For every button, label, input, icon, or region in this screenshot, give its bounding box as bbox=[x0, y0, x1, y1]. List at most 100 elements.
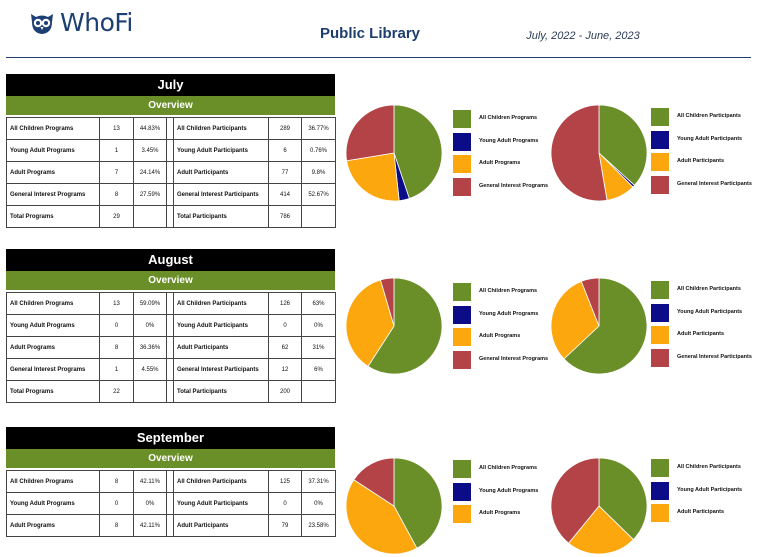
table-row: Young Adult Programs 1 3.45% Young Adult… bbox=[6, 139, 336, 162]
program-count: 8 bbox=[99, 514, 134, 537]
legend-swatch bbox=[453, 505, 471, 523]
legend-children: All Children Programs bbox=[453, 460, 583, 478]
participant-percent: 0% bbox=[301, 492, 336, 515]
legend-label: Young Adult Participants bbox=[677, 486, 743, 493]
overview-heading: Overview bbox=[6, 449, 335, 468]
slice-general-interest bbox=[550, 104, 608, 202]
participant-label: Adult Participants bbox=[173, 336, 269, 359]
legend-children: All Children Programs bbox=[453, 110, 583, 128]
table-row: Adult Programs 8 42.11% Adult Participan… bbox=[6, 514, 336, 537]
legend-label: Young Adult Programs bbox=[479, 137, 539, 144]
month-title: July bbox=[6, 74, 335, 96]
program-count: 0 bbox=[99, 492, 134, 515]
legend-adult: Adult Participants bbox=[651, 153, 768, 171]
participant-label: General Interest Participants bbox=[173, 358, 269, 381]
legend-general-interest: General Interest Programs bbox=[453, 177, 583, 196]
legend-young-adult: Young Adult Programs bbox=[453, 132, 583, 151]
legend-young-adult: Young Adult Participants bbox=[651, 130, 768, 149]
participants-pie-chart bbox=[550, 104, 648, 202]
legend-label: Adult Programs bbox=[479, 510, 521, 516]
table-row-total: Total Programs 29 Total Participants 786 bbox=[6, 205, 336, 228]
legend-swatch bbox=[453, 132, 471, 151]
program-label: Adult Programs bbox=[6, 336, 100, 359]
legend-adult: Adult Programs bbox=[453, 328, 583, 346]
legend-swatch bbox=[651, 481, 669, 500]
date-range: July, 2022 - June, 2023 bbox=[526, 30, 640, 42]
participant-percent: 63% bbox=[301, 292, 336, 315]
participant-label: Adult Participants bbox=[173, 514, 269, 537]
total-participants-value: 200 bbox=[268, 380, 302, 403]
participant-percent: 52.67% bbox=[301, 183, 336, 206]
legend-young-adult: Young Adult Participants bbox=[651, 303, 768, 322]
legend-children: All Children Participants bbox=[651, 459, 768, 477]
program-count: 13 bbox=[99, 117, 134, 140]
participant-count: 0 bbox=[268, 314, 302, 337]
legend-swatch bbox=[453, 305, 471, 324]
legend-children: All Children Participants bbox=[651, 281, 768, 299]
program-percent: 24.14% bbox=[133, 161, 167, 184]
participant-label: Young Adult Participants bbox=[173, 314, 269, 337]
slice-general-interest bbox=[353, 457, 395, 507]
program-count: 0 bbox=[99, 314, 134, 337]
program-percent: 27.59% bbox=[133, 183, 167, 206]
total-participants-label: Total Participants bbox=[173, 205, 269, 228]
total-participants-label: Total Participants bbox=[173, 380, 269, 403]
legend-swatch bbox=[651, 303, 669, 322]
table-row: All Children Programs 8 42.11% All Child… bbox=[6, 470, 336, 493]
participant-label: Young Adult Participants bbox=[173, 139, 269, 162]
legend-swatch bbox=[453, 328, 471, 346]
slice-adult bbox=[345, 279, 395, 367]
program-count: 13 bbox=[99, 292, 134, 315]
participant-count: 79 bbox=[268, 514, 302, 537]
slice-children bbox=[563, 277, 648, 375]
legend-swatch bbox=[453, 155, 471, 173]
legend-swatch bbox=[453, 177, 471, 196]
legend-label: Young Adult Participants bbox=[677, 308, 743, 315]
legend-swatch bbox=[453, 283, 471, 301]
program-percent: 36.36% bbox=[133, 336, 167, 359]
program-percent: 4.55% bbox=[133, 358, 167, 381]
program-label: Young Adult Programs bbox=[6, 314, 100, 337]
slice-general-interest bbox=[345, 104, 395, 162]
slice-children bbox=[367, 277, 443, 375]
participant-label: All Children Participants bbox=[173, 117, 269, 140]
legend-young-adult: Young Adult Programs bbox=[453, 482, 583, 501]
legend-swatch bbox=[651, 153, 669, 171]
participant-percent: 9.8% bbox=[301, 161, 336, 184]
legend-label: Adult Programs bbox=[479, 160, 521, 166]
legend-label: Adult Participants bbox=[677, 158, 725, 164]
program-label: Young Adult Programs bbox=[6, 492, 100, 515]
legend-label: All Children Programs bbox=[479, 465, 538, 471]
legend-swatch bbox=[651, 459, 669, 477]
total-programs-value: 22 bbox=[99, 380, 134, 403]
programs-pie-chart bbox=[345, 457, 443, 555]
program-percent: 3.45% bbox=[133, 139, 167, 162]
participant-label: All Children Participants bbox=[173, 292, 269, 315]
programs-pie-chart bbox=[345, 104, 443, 202]
table-row: Adult Programs 7 24.14% Adult Participan… bbox=[6, 161, 336, 184]
program-count: 8 bbox=[99, 470, 134, 493]
table-row: General Interest Programs 1 4.55% Genera… bbox=[6, 358, 336, 381]
participant-label: Young Adult Participants bbox=[173, 492, 269, 515]
stats-table: All Children Programs 13 59.09% All Chil… bbox=[6, 292, 336, 403]
total-programs-value: 29 bbox=[99, 205, 134, 228]
legend-label: Young Adult Programs bbox=[479, 310, 539, 317]
whofi-logo: WhoFi bbox=[28, 8, 133, 37]
legend-adult: Adult Participants bbox=[651, 504, 768, 522]
participants-pie-chart bbox=[550, 457, 648, 555]
legend-swatch bbox=[651, 348, 669, 367]
legend-label: Young Adult Participants bbox=[677, 135, 743, 142]
participant-count: 126 bbox=[268, 292, 302, 315]
total-participants-value: 786 bbox=[268, 205, 302, 228]
participant-count: 12 bbox=[268, 358, 302, 381]
stats-table: All Children Programs 13 44.83% All Chil… bbox=[6, 117, 336, 228]
legend-label: General Interest Participants bbox=[677, 180, 752, 187]
legend-label: Adult Participants bbox=[677, 331, 725, 337]
program-count: 1 bbox=[99, 139, 134, 162]
legend-label: Adult Programs bbox=[479, 333, 521, 339]
legend-swatch bbox=[651, 326, 669, 344]
page-title: Public Library bbox=[319, 25, 421, 42]
program-count: 1 bbox=[99, 358, 134, 381]
participant-percent: 36.77% bbox=[301, 117, 336, 140]
header-divider bbox=[6, 57, 751, 58]
